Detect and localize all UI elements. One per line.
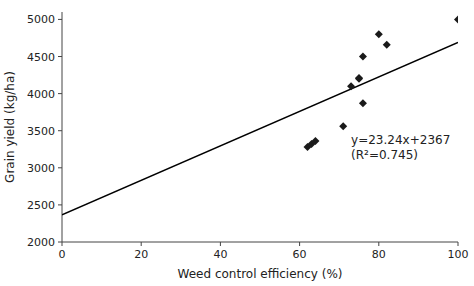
x-tick-label: 0 xyxy=(59,248,66,261)
x-tick-label: 20 xyxy=(134,248,148,261)
y-tick xyxy=(58,242,62,243)
scatter-point xyxy=(359,53,367,61)
y-tick xyxy=(58,204,62,205)
y-axis-line xyxy=(62,12,63,242)
y-tick-label: 3500 xyxy=(27,125,55,138)
y-tick xyxy=(58,56,62,57)
annotation: (R²=0.745) xyxy=(351,148,418,162)
x-axis-label: Weed control efficiency (%) xyxy=(178,267,343,281)
y-tick-label: 3000 xyxy=(27,162,55,175)
x-tick xyxy=(220,242,221,246)
scatter-point xyxy=(311,137,319,145)
y-axis-label: Grain yield (kg/ha) xyxy=(3,71,17,183)
x-axis-line xyxy=(62,242,458,243)
x-tick xyxy=(141,242,142,246)
y-tick xyxy=(58,93,62,94)
x-tick xyxy=(299,242,300,246)
y-tick-label: 2500 xyxy=(27,199,55,212)
scatter-point xyxy=(375,30,383,38)
regression-line xyxy=(62,42,458,214)
x-tick-label: 60 xyxy=(293,248,307,261)
marks xyxy=(62,15,458,214)
x-tick xyxy=(378,242,379,246)
scatter-point xyxy=(359,99,367,107)
x-tick-label: 100 xyxy=(448,248,469,261)
scatter-point xyxy=(347,82,355,90)
y-tick xyxy=(58,130,62,131)
y-tick xyxy=(58,19,62,20)
x-tick xyxy=(62,242,63,246)
scatter-point xyxy=(355,74,363,82)
x-tick xyxy=(458,242,459,246)
scatter-point xyxy=(355,75,363,83)
x-tick-label: 80 xyxy=(372,248,386,261)
x-tick-label: 40 xyxy=(213,248,227,261)
scatter-point xyxy=(454,15,458,23)
y-tick-label: 4500 xyxy=(27,51,55,64)
annotation-group: y=23.24x+2367(R²=0.745) xyxy=(351,133,450,162)
annotation: y=23.24x+2367 xyxy=(351,133,450,147)
scatter-point xyxy=(383,41,391,49)
y-tick-label: 4000 xyxy=(27,88,55,101)
y-tick xyxy=(58,167,62,168)
y-tick-label: 5000 xyxy=(27,13,55,26)
y-tick-label: 2000 xyxy=(27,236,55,249)
chart: 0 20 40 60 80 100 2000 2500 3000 3500 4000 4500 5000… xyxy=(0,0,474,286)
scatter-point xyxy=(339,122,347,130)
